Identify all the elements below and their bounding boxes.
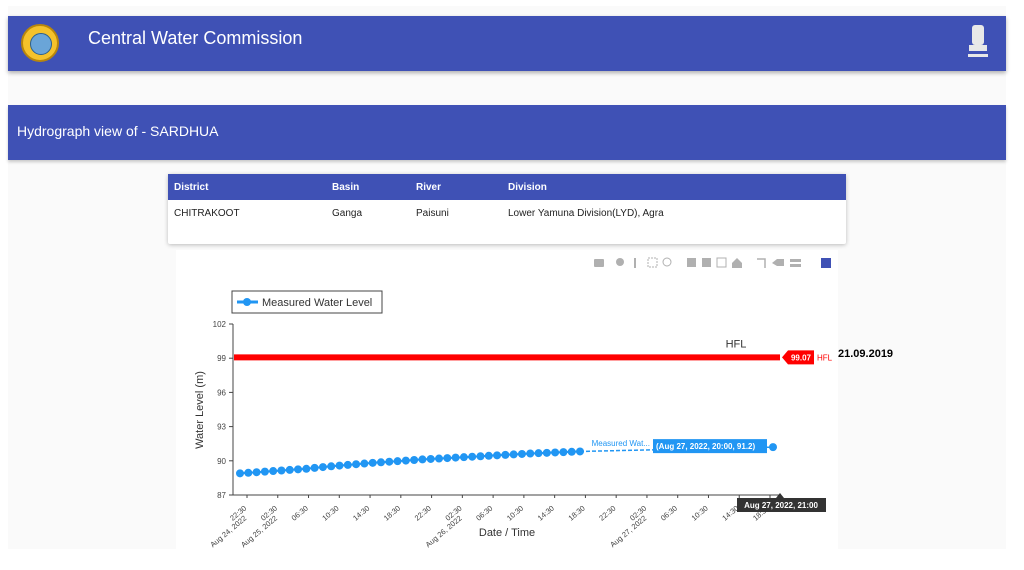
- cwc-logo: [21, 24, 59, 62]
- basin-cell: Ganga: [332, 207, 363, 219]
- box-select-icon[interactable]: [647, 257, 658, 268]
- hover-closest-icon[interactable]: [772, 259, 784, 266]
- plotly-logo-icon[interactable]: [821, 258, 831, 268]
- app-title: Central Water Commission: [88, 28, 303, 48]
- station-banner: Hydrograph view of - SARDHUA: [8, 105, 1006, 160]
- zoom-icon[interactable]: [616, 258, 624, 266]
- autoscale-icon[interactable]: [716, 257, 727, 268]
- river-cell: Paisuni: [416, 207, 449, 219]
- table-row: CHITRAKOOT Ganga Paisuni Lower Yamuna Di…: [168, 200, 846, 226]
- camera-icon[interactable]: [594, 259, 604, 267]
- division-cell: Lower Yamuna Division(LYD), Agra: [508, 207, 664, 219]
- plot-modebar: [594, 257, 831, 268]
- column-header-division: Division: [502, 174, 846, 200]
- hfl-date-label: 21.09.2019: [838, 348, 894, 360]
- lasso-icon[interactable]: [662, 257, 672, 267]
- table-header-row: District Basin River Division: [168, 174, 846, 200]
- pan-icon[interactable]: [634, 258, 636, 268]
- hover-compare-icon[interactable]: [790, 259, 801, 262]
- spike-lines-icon[interactable]: [757, 258, 766, 268]
- zoom-in-icon[interactable]: [687, 258, 696, 267]
- app-header: Central Water Commission: [8, 16, 1006, 71]
- column-header-river: River: [410, 174, 502, 200]
- column-header-basin: Basin: [326, 174, 410, 200]
- hydrograph-plot-area[interactable]: [176, 250, 838, 550]
- district-cell: CHITRAKOOT: [174, 207, 240, 219]
- page-title: Hydrograph view of - SARDHUA: [17, 123, 219, 139]
- zoom-out-icon[interactable]: [702, 258, 711, 267]
- reset-axes-icon[interactable]: [732, 258, 742, 268]
- station-info-table: District Basin River Division CHITRAKOOT…: [168, 174, 846, 226]
- national-emblem-icon: [968, 25, 988, 57]
- column-header-district: District: [168, 174, 326, 200]
- station-info-card: District Basin River Division CHITRAKOOT…: [168, 174, 846, 244]
